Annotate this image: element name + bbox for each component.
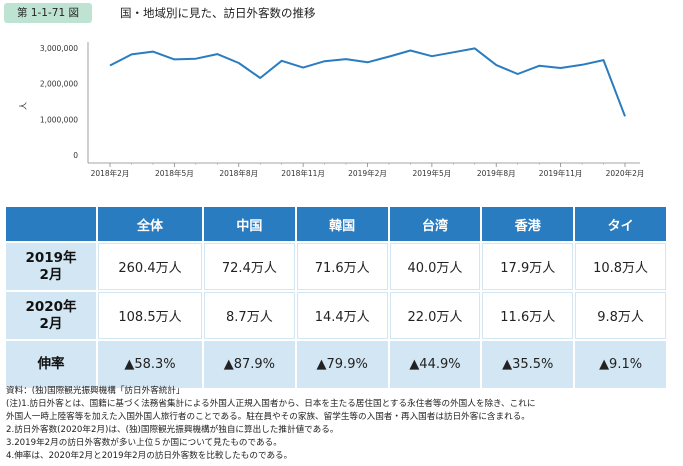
- table-cell: 72.4万人: [203, 243, 295, 290]
- y-tick-label: 1,000,000: [40, 115, 78, 124]
- table-cell: 108.5万人: [98, 292, 202, 339]
- table-cell: ▲35.5%: [482, 341, 574, 388]
- x-tick-label: 2018年2月: [91, 168, 130, 178]
- x-tick-label: 2020年2月: [606, 168, 645, 178]
- series-line: [109, 47, 626, 117]
- y-tick-label: 2,000,000: [40, 80, 78, 89]
- x-tick-label: 2019年8月: [477, 168, 516, 178]
- statistics-table: 全体 中国 韓国 台湾 香港 タイ 2019年 2月 260.4万人 72.4万人…: [4, 205, 668, 390]
- column-header: 台湾: [389, 207, 481, 241]
- table-cell: 22.0万人: [389, 292, 481, 339]
- table-cell: 71.6万人: [296, 243, 388, 290]
- table-cell: ▲87.9%: [203, 341, 295, 388]
- x-tick-label: 2018年5月: [155, 168, 194, 178]
- y-tick-label: 3,000,000: [40, 44, 78, 53]
- y-axis-label: 人: [19, 102, 28, 110]
- table-cell: 40.0万人: [389, 243, 481, 290]
- table-cell: ▲44.9%: [389, 341, 481, 388]
- table-row-growth-rate: 伸率 ▲58.3% ▲87.9% ▲79.9% ▲44.9% ▲35.5% ▲9…: [6, 341, 666, 388]
- row-header: 2019年 2月: [6, 243, 96, 290]
- table-header-row: 全体 中国 韓国 台湾 香港 タイ: [6, 207, 666, 241]
- table-cell: ▲58.3%: [98, 341, 202, 388]
- source-note: 資料：(独)国際観光振興機構「訪日外客統計」: [6, 386, 185, 396]
- note-line: 4.伸率は、2020年2月と2019年2月の訪日外客数を比較したものである。: [6, 451, 293, 461]
- table-cell: ▲9.1%: [575, 341, 666, 388]
- x-tick-label: 2019年2月: [348, 168, 387, 178]
- table-row: 2019年 2月 260.4万人 72.4万人 71.6万人 40.0万人 17.…: [6, 243, 666, 290]
- table-corner-cell: [6, 207, 96, 241]
- table-row: 2020年 2月 108.5万人 8.7万人 14.4万人 22.0万人 11.6…: [6, 292, 666, 339]
- x-tick-label: 2018年8月: [219, 168, 258, 178]
- table-cell: 17.9万人: [482, 243, 574, 290]
- row-header: 2020年 2月: [6, 292, 96, 339]
- column-header: 韓国: [296, 207, 388, 241]
- x-tick-label: 2019年5月: [412, 168, 451, 178]
- table-cell: ▲79.9%: [296, 341, 388, 388]
- column-header: 全体: [98, 207, 202, 241]
- row-header-year: 2020年: [25, 298, 77, 315]
- figure-header: 第 1-1-71 図 国・地域別に見た、訪日外客数の推移: [0, 0, 683, 30]
- note-line: 2.訪日外客数(2020年2月)は、(独)国際観光振興機構が独自に算出した推計値…: [6, 425, 339, 435]
- table-cell: 10.8万人: [575, 243, 666, 290]
- table-cell: 14.4万人: [296, 292, 388, 339]
- table-cell: 8.7万人: [203, 292, 295, 339]
- x-tick-label: 2019年11月: [539, 168, 583, 178]
- figure-title: 国・地域別に見た、訪日外客数の推移: [120, 6, 316, 20]
- column-header: 香港: [482, 207, 574, 241]
- figure-label: 第 1-1-71 図: [4, 3, 92, 23]
- table-cell: 260.4万人: [98, 243, 202, 290]
- line-chart: 3,000,000 2,000,000 1,000,000 0 人 2018年2月 2018…: [19, 42, 645, 178]
- row-header-year: 2019年: [25, 249, 77, 266]
- row-header-month: 2月: [39, 266, 63, 283]
- note-line: 3.2019年2月の訪日外客数が多い上位５か国について見たものである。: [6, 438, 282, 448]
- y-tick-label: 0: [73, 151, 78, 160]
- column-header: タイ: [575, 207, 666, 241]
- column-header: 中国: [203, 207, 295, 241]
- note-line: 外国人一時上陸客等を加えた入国外国人旅行者のことである。駐在員やその家族、留学生…: [6, 412, 530, 422]
- row-header: 伸率: [6, 341, 96, 388]
- x-tick-label: 2018年11月: [281, 168, 325, 178]
- row-header-month: 2月: [39, 315, 63, 332]
- notes: 資料：(独)国際観光振興機構「訪日外客統計」 (注)1.訪日外客とは、国籍に基づ…: [6, 385, 681, 463]
- table-cell: 9.8万人: [575, 292, 666, 339]
- table-cell: 11.6万人: [482, 292, 574, 339]
- note-line: (注)1.訪日外客とは、国籍に基づく法務省集計による外国人正規入国者から、日本を…: [6, 399, 536, 409]
